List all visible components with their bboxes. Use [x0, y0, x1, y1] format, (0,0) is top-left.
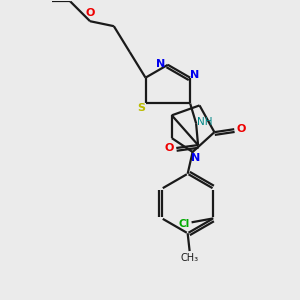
Text: Cl: Cl [178, 219, 189, 229]
Text: CH₃: CH₃ [181, 253, 199, 263]
Text: O: O [165, 143, 174, 153]
Text: N: N [156, 59, 166, 69]
Text: O: O [236, 124, 246, 134]
Text: S: S [138, 103, 146, 113]
Text: N: N [191, 153, 200, 163]
Text: N: N [190, 70, 200, 80]
Text: O: O [85, 8, 95, 18]
Text: NH: NH [197, 117, 213, 127]
